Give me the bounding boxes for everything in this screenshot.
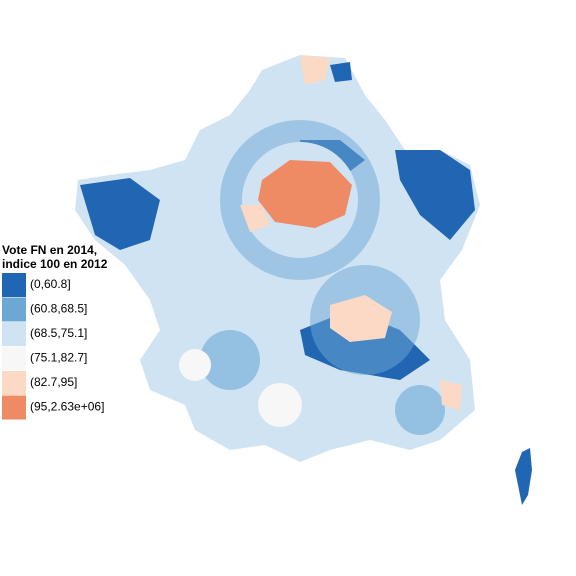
region: [300, 55, 330, 85]
region: [80, 178, 160, 250]
region: [395, 150, 475, 240]
legend-swatch: [2, 346, 26, 371]
region: [440, 380, 462, 410]
cartogram: [75, 55, 532, 505]
region: [200, 330, 260, 390]
corsica: [515, 448, 532, 505]
legend-label: (68.5,75.1]: [30, 326, 87, 340]
legend-label: (60.8,68.5]: [30, 302, 87, 316]
legend-label: (75.1,82.7]: [30, 351, 87, 365]
region: [240, 205, 270, 232]
region: [330, 62, 352, 82]
legend-swatch: [2, 371, 26, 395]
legend-label: (82.7,95]: [30, 375, 77, 389]
region: [330, 295, 392, 342]
legend-swatch: [2, 297, 26, 322]
region: [258, 383, 302, 427]
region: [179, 349, 211, 381]
legend-swatch: [2, 395, 26, 420]
legend: Vote FN en 2014, indice 100 en 2012 (0,6…: [2, 243, 108, 420]
legend-title: Vote FN en 2014,: [2, 243, 97, 257]
legend-title: indice 100 en 2012: [2, 257, 108, 271]
legend-swatch: [2, 273, 26, 297]
legend-swatch: [2, 322, 26, 346]
region: [258, 160, 352, 228]
legend-label: (95,2.63e+06]: [30, 400, 104, 414]
legend-label: (0,60.8]: [30, 277, 71, 291]
region: [395, 385, 445, 435]
